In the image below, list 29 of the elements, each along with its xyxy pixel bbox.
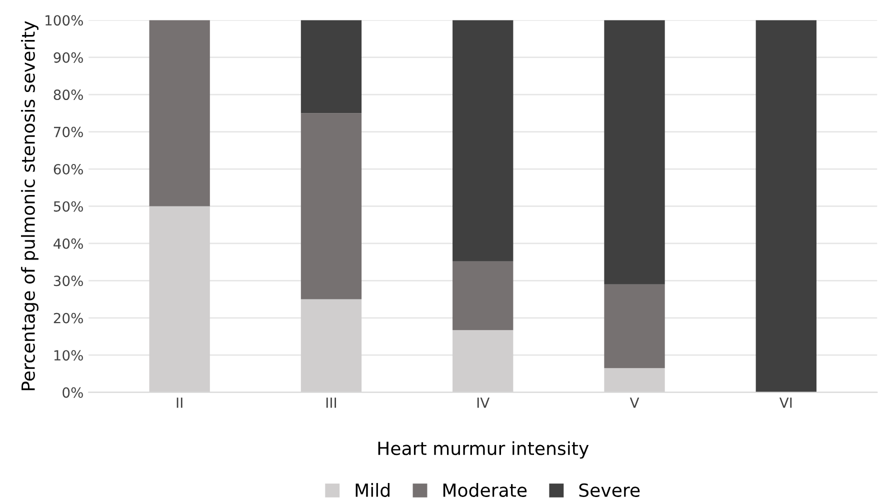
bar [756,20,816,392]
y-tick-label: 70% [54,126,83,138]
y-tick-label: 20% [54,312,83,324]
x-tick-label: VI [779,398,792,408]
x-tick-label: IV [477,398,490,408]
legend-label: Mild [356,483,390,498]
legend-label: Severe [579,483,640,498]
x-tick-label: II [176,398,182,408]
y-tick-label: 30% [54,276,83,286]
x-axis-title: Heart murmur intensity [378,441,589,459]
y-tick-label: 80% [54,90,83,100]
bar [149,20,210,206]
y-tick-label: 10% [54,350,83,361]
bar [300,113,362,300]
bar [452,261,514,330]
y-tick-label: 90% [54,52,83,63]
y-tick-label: 40% [54,238,83,249]
bar [300,20,362,114]
legend-label: Moderate [443,483,527,498]
y-tick-label: 60% [54,164,83,174]
x-tick-label: III [326,398,336,408]
y-tick-label: 50% [54,201,83,212]
x-tick-label: V [630,398,640,408]
y-axis-title: Percentage of pulmonic stenosis severity [21,21,38,390]
bar [604,284,665,368]
y-tick-label: 100% [46,15,83,26]
bar [604,20,665,284]
bar [452,20,514,262]
y-tick-label: 0% [62,387,83,398]
